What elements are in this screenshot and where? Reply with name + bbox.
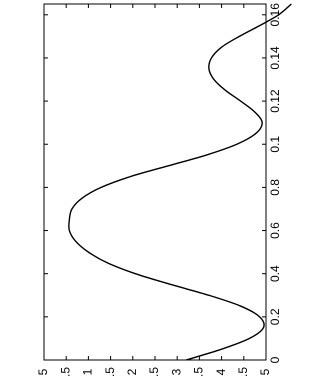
series-line [68, 3, 292, 361]
y-tick-label: 2 [125, 368, 139, 375]
x-tick-label: 0.12 [268, 89, 282, 113]
x-tick-label: 0.4 [268, 265, 282, 282]
x-tick-label: 0.16 [268, 3, 282, 27]
x-tick-label: 0.1 [268, 136, 282, 153]
x-axis-ticks: 0 0.2 0.4 0.6 0.8 0.1 0.12 0.14 0.16 [44, 3, 282, 363]
y-axis-ticks: 5 .5 1 .5 2 .5 3 .5 4 .5 5 [36, 4, 272, 377]
y-tick-label: 5 [258, 368, 272, 375]
x-tick-label: 0.2 [268, 308, 282, 325]
y-tick-label: .5 [103, 367, 117, 377]
x-tick-label: 0.6 [268, 222, 282, 239]
series-layer [68, 3, 292, 361]
plot-border [43, 3, 267, 361]
y-tick-label: 1 [81, 368, 95, 375]
plot-frame [43, 3, 267, 361]
y-tick-label: .5 [192, 367, 206, 377]
y-tick-label: .5 [236, 367, 250, 377]
x-tick-label: 0.14 [268, 46, 282, 70]
x-tick-label: 0.8 [268, 179, 282, 196]
y-tick-label: 3 [169, 368, 183, 375]
y-tick-label: 5 [36, 368, 50, 375]
y-tick-label: .5 [147, 367, 161, 377]
y-tick-label: .5 [58, 367, 72, 377]
y-tick-label: 4 [214, 368, 228, 375]
x-tick-label: 0 [268, 356, 282, 363]
